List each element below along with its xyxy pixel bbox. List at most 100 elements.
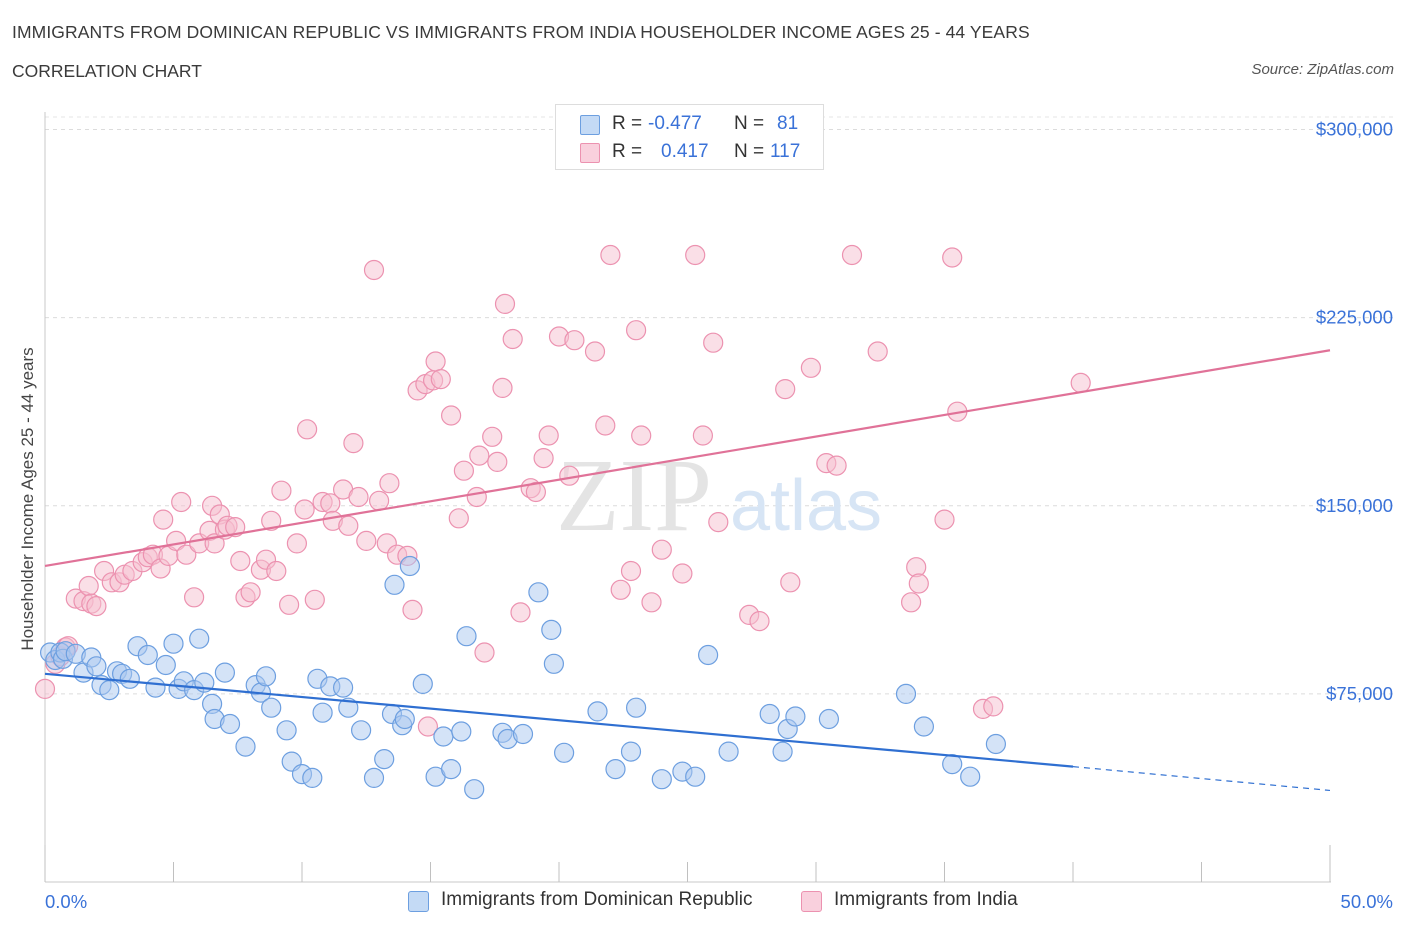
chart-subtitle: CORRELATION CHART: [12, 61, 202, 81]
dominican-point: [697, 644, 719, 666]
dominican-point: [99, 679, 120, 701]
axes: [44, 112, 1331, 883]
dominican-point: [214, 662, 235, 683]
bottom-legend-swatch-india: [801, 891, 822, 912]
india-point: [595, 415, 616, 436]
dominican-point: [818, 708, 840, 730]
legend-swatch-india: [580, 143, 600, 163]
dominican-point: [394, 708, 415, 730]
india-point: [356, 530, 377, 552]
india-point: [279, 594, 300, 615]
india-point: [620, 560, 642, 582]
india-point: [641, 592, 662, 613]
y-axis-label: Householder Income Ages 25 - 44 years: [18, 347, 37, 651]
india-point: [1070, 372, 1091, 393]
india-point: [600, 244, 621, 266]
dominican-point: [512, 723, 534, 745]
india-point: [703, 332, 724, 353]
watermark: ZIP atlas: [556, 438, 882, 553]
dominican-point: [451, 721, 472, 742]
dominican-point: [785, 706, 806, 727]
dominican-point: [456, 626, 477, 647]
dominican-point: [913, 716, 935, 737]
india-point: [338, 515, 359, 536]
dominican-point: [541, 619, 562, 641]
x-tick-label-min: 0.0%: [45, 891, 87, 912]
dominican-point: [625, 697, 647, 718]
dominican-trend-line: [44, 672, 1074, 768]
chart-title: IMMIGRANTS FROM DOMINICAN REPUBLIC VS IM…: [12, 22, 1030, 42]
india-point: [631, 425, 652, 446]
india-point: [502, 328, 523, 350]
grid-lines: [45, 116, 1395, 695]
dominican-point: [942, 753, 963, 775]
india-point: [297, 419, 318, 440]
india-point: [176, 544, 197, 565]
india-point: [304, 589, 325, 610]
india-point: [983, 696, 1004, 717]
india-point: [348, 486, 369, 508]
india-point: [692, 425, 714, 446]
legend-n-label: N =: [734, 141, 765, 162]
legend-r-value-india: 0.417: [661, 141, 709, 162]
dominican-point: [302, 767, 323, 789]
india-point: [800, 357, 822, 378]
legend-swatch-dominican: [580, 115, 600, 135]
bottom-legend-label-dominican: Immigrants from Dominican Republic: [441, 889, 753, 910]
bottom-legend-dominican: Immigrants from Dominican Republic: [408, 888, 788, 914]
dominican-trend-extension: [1072, 766, 1331, 792]
legend-r-value-dominican: -0.477: [648, 113, 702, 134]
india-point: [584, 341, 606, 362]
india-point: [533, 448, 554, 469]
dominican-point: [351, 720, 372, 741]
dominican-point: [553, 742, 575, 763]
india-point: [780, 572, 801, 593]
india-point: [363, 259, 385, 281]
india-point: [469, 445, 490, 466]
india-point: [867, 341, 888, 362]
watermark-atlas: atlas: [730, 466, 882, 546]
dominican-point: [620, 741, 642, 762]
india-point: [934, 509, 955, 530]
india-point: [286, 533, 307, 554]
dominican-point: [163, 633, 184, 654]
dominican-point: [155, 654, 176, 676]
dominican-point: [119, 668, 140, 689]
india-point: [559, 465, 580, 486]
india-trend-line: [44, 349, 1331, 568]
india-point: [78, 575, 99, 597]
dominican-point: [587, 701, 608, 722]
india-point: [775, 379, 796, 400]
india-point: [430, 369, 451, 390]
dominican-point: [333, 677, 354, 698]
stats-legend: R = -0.477 N = 81 R = 0.417 N = 117: [555, 104, 824, 170]
india-point: [487, 451, 508, 472]
legend-r-label: R =: [612, 141, 643, 162]
source-label: Source: ZipAtlas.com: [1251, 61, 1394, 78]
india-point: [425, 351, 446, 372]
y-tick-label: $300,000: [1316, 119, 1393, 140]
india-point: [266, 560, 287, 582]
x-tick-label-max: 50.0%: [1341, 891, 1393, 912]
dominican-point: [605, 758, 626, 780]
india-point: [651, 539, 672, 560]
dominican-point: [312, 702, 333, 723]
india-point: [474, 642, 495, 663]
dominican-point: [412, 673, 433, 695]
india-point: [171, 491, 192, 513]
dominican-point: [895, 683, 917, 705]
dominican-point: [433, 726, 454, 747]
dominican-point: [399, 555, 420, 577]
india-point: [538, 425, 559, 446]
dominican-point: [759, 703, 780, 725]
y-tick-label: $150,000: [1316, 495, 1393, 516]
legend-row-india: R = 0.417 N = 117: [580, 141, 810, 165]
india-point: [749, 610, 770, 632]
india-point: [379, 473, 400, 494]
india-point: [841, 244, 863, 266]
legend-n-value-dominican: 81: [777, 113, 799, 134]
dominican-point: [145, 677, 166, 698]
india-point: [494, 293, 516, 314]
trend-lines: [44, 349, 1331, 792]
india-point: [402, 599, 423, 621]
